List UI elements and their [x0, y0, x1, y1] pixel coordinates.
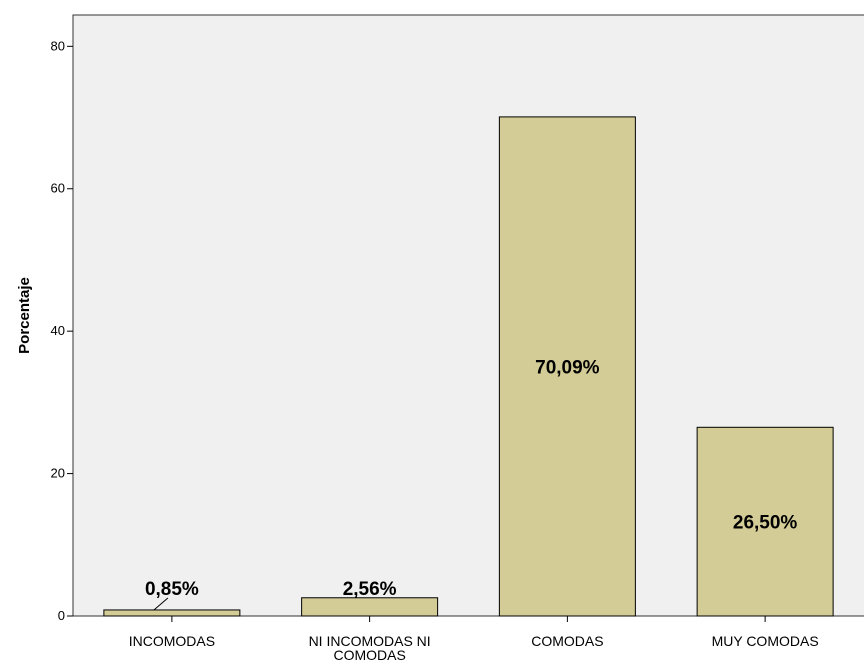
bar-ni-incomodas-ni-comodas — [301, 597, 439, 617]
y-tick-label: 80 — [51, 38, 65, 53]
x-tick-label: INCOMODAS — [129, 633, 215, 649]
bar-comodas — [498, 116, 636, 617]
y-tick-label: 60 — [51, 181, 65, 196]
data-label: 0,85% — [145, 579, 199, 600]
y-tick-label: 20 — [51, 466, 65, 481]
x-tick-label: COMODAS — [333, 647, 405, 663]
bars-group: 0,85% 2,56% 70,09% 26,50% — [103, 116, 834, 617]
x-tick-label: COMODAS — [531, 633, 603, 649]
data-label: 26,50% — [733, 513, 798, 534]
y-tick-label: 40 — [51, 323, 65, 338]
bar-muy-comodas — [696, 426, 834, 617]
y-tick-label: 0 — [58, 608, 65, 623]
y-axis-label: Porcentaje — [16, 277, 33, 354]
data-label-leader-line — [153, 597, 169, 611]
x-tick-label: MUY COMODAS — [712, 633, 819, 649]
bar-incomodas — [103, 609, 241, 617]
data-label: 2,56% — [343, 579, 397, 600]
x-tick-label: NI INCOMODAS NI — [309, 633, 431, 649]
data-label: 70,09% — [535, 357, 600, 378]
y-axis: 0 20 40 60 80 — [51, 38, 73, 623]
